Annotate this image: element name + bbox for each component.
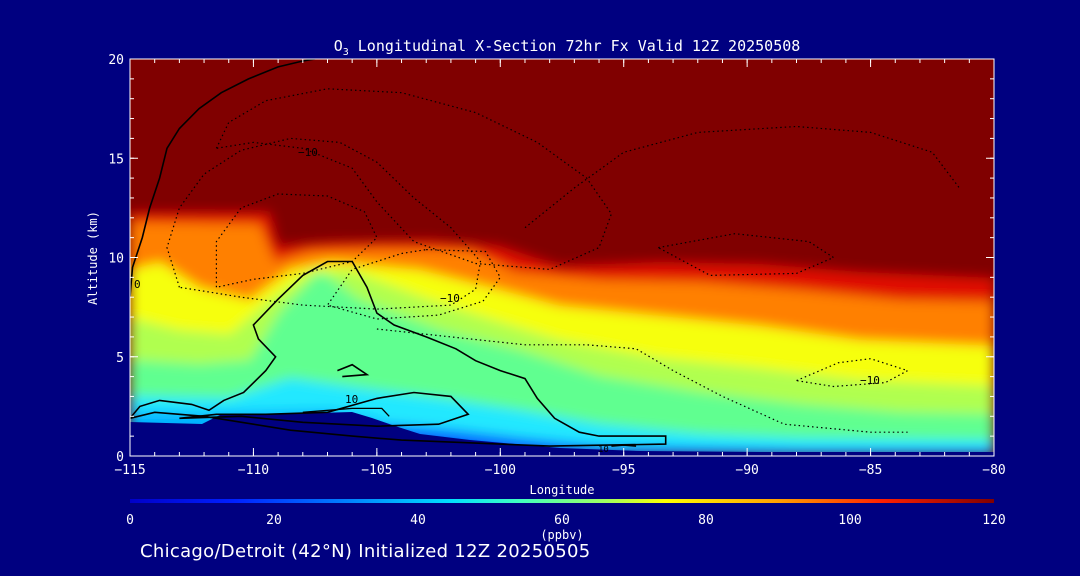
chart-title: O3 Longitudinal X-Section 72hr Fx Valid … <box>334 37 801 58</box>
x-tick-label: −105 <box>361 463 392 478</box>
y-tick-label: 20 <box>108 53 124 68</box>
contour-zero-4 <box>611 444 637 447</box>
colorbar-tick-label: 40 <box>410 513 426 528</box>
contour-neg_ten-6 <box>524 125 960 229</box>
colorbar-tick-label: 80 <box>698 513 714 528</box>
title-rest: Longitudinal X-Section 72hr Fx Valid 12Z… <box>349 37 801 55</box>
contour-zero-1 <box>130 260 667 447</box>
contour-zero-0 <box>130 59 316 298</box>
contour-ten-0 <box>302 407 390 417</box>
contour-zero-3 <box>337 363 370 378</box>
title-species: O <box>334 37 343 55</box>
contour-neg_ten-1 <box>215 193 378 288</box>
contour-neg_ten-7 <box>796 358 910 388</box>
contour-label-ten-lower: 10 <box>345 393 358 406</box>
contour-zero-2 <box>179 391 470 428</box>
title-subscript: 3 <box>343 47 349 58</box>
contour-neg_ten-0 <box>166 137 482 310</box>
colorbar <box>130 499 994 503</box>
x-tick-label: −110 <box>238 463 269 478</box>
contour-neg_ten-2 <box>215 88 613 271</box>
y-tick-label: 0 <box>116 450 124 465</box>
y-tick-label: 10 <box>108 252 124 267</box>
x-axis-label: Longitude <box>529 483 594 497</box>
contour-neg_ten-3 <box>326 249 502 320</box>
x-tick-label: −100 <box>485 463 516 478</box>
x-tick-label: −85 <box>859 463 882 478</box>
contour-label-negten-upper: −10 <box>298 146 318 159</box>
colorbar-ticks: 0 20 40 60 80 100 120 <box>126 513 1006 528</box>
contour-label-ten-bottom: 10 <box>598 445 609 455</box>
colorbar-tick-label: 100 <box>838 513 861 528</box>
colorbar-tick-label: 20 <box>266 513 282 528</box>
contour-neg_ten-4 <box>658 233 835 277</box>
contour-label-zero-upper: 0 <box>134 278 141 291</box>
y-tick-label: 5 <box>116 351 124 366</box>
colorbar-tick-label: 60 <box>554 513 570 528</box>
surface-terrain <box>130 412 994 456</box>
colorbar-tick-label: 0 <box>126 513 134 528</box>
x-tick-label: −95 <box>612 463 635 478</box>
colorbar-unit-label: (ppbv) <box>540 528 583 542</box>
colorbar-tick-label: 120 <box>982 513 1005 528</box>
contour-label-negten-right: −10 <box>860 374 880 387</box>
contour-layer <box>130 59 960 447</box>
contour-label-negten-mid: −10 <box>440 292 460 305</box>
heatmap-field <box>130 59 994 456</box>
x-tick-label: −90 <box>735 463 758 478</box>
footer-caption: Chicago/Detroit (42°N) Initialized 12Z 2… <box>140 541 591 562</box>
y-tick-label: 15 <box>108 152 124 167</box>
y-axis-label: Altitude (km) <box>86 211 100 305</box>
x-tick-label: −115 <box>114 463 145 478</box>
x-tick-label: −80 <box>982 463 1005 478</box>
